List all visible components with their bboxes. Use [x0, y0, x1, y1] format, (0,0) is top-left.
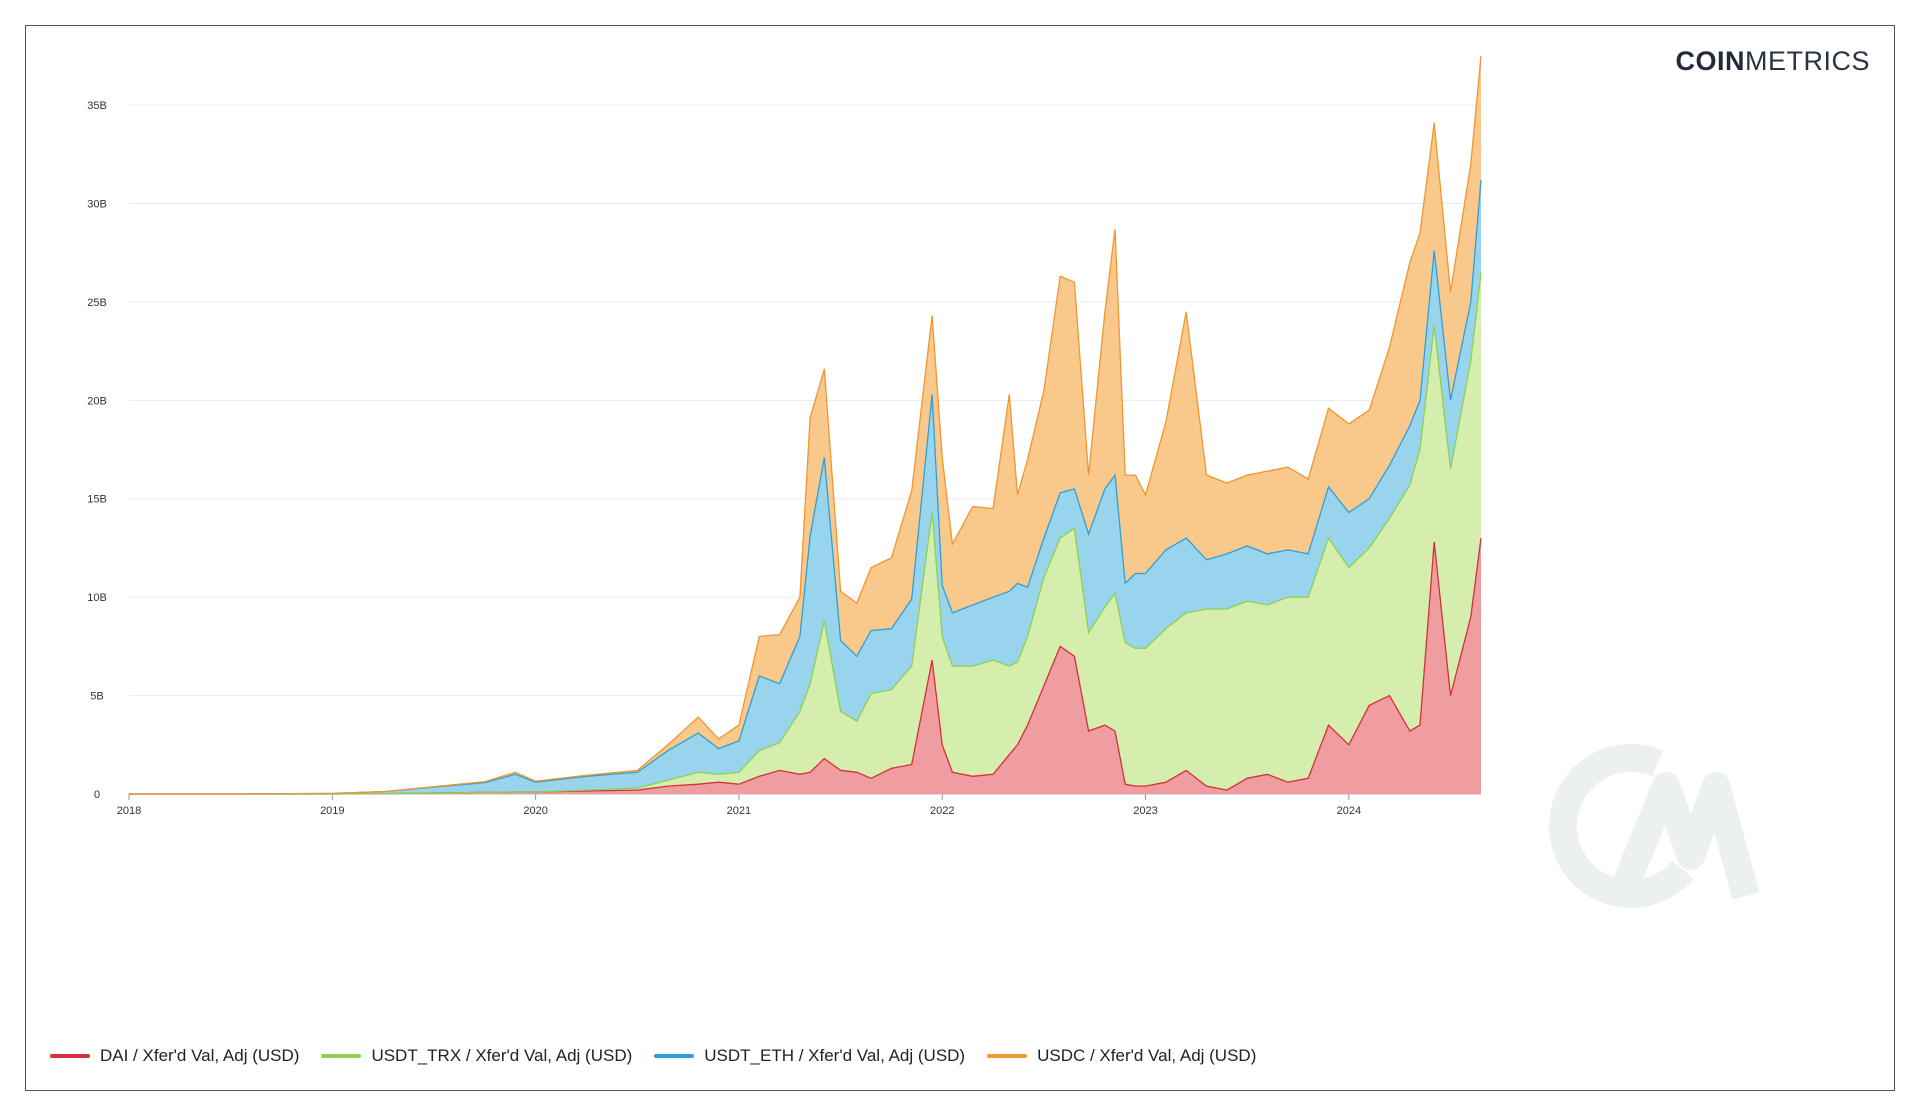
legend-swatch [987, 1054, 1028, 1058]
logo-light: METRICS [1745, 46, 1870, 76]
cm-watermark [1549, 744, 1760, 908]
legend-item-3[interactable]: USDC / Xfer'd Val, Adj (USD) [987, 1046, 1256, 1066]
x-tick-label: 2019 [320, 805, 344, 817]
legend-label: DAI / Xfer'd Val, Adj (USD) [100, 1046, 300, 1065]
area-series-0 [129, 538, 1481, 794]
legend-label: USDT_TRX / Xfer'd Val, Adj (USD) [371, 1046, 633, 1065]
logo-bold: COIN [1675, 46, 1745, 76]
line-series-2 [129, 179, 1482, 795]
area-series-2 [129, 179, 1481, 794]
x-tick-label: 2023 [1133, 805, 1157, 817]
y-tick-label: 5B [90, 691, 103, 703]
legend-item-0[interactable]: DAI / Xfer'd Val, Adj (USD) [50, 1046, 299, 1066]
y-tick-label: 30B [87, 198, 107, 210]
y-tick-label: 10B [87, 592, 107, 604]
legend-swatch [50, 1054, 90, 1058]
x-tick-label: 2020 [523, 805, 547, 817]
y-tick-label: 25B [87, 297, 107, 309]
legend-label: USDT_ETH / Xfer'd Val, Adj (USD) [704, 1046, 966, 1065]
series-areas [129, 55, 1481, 795]
chart-frame: COINMETRICS 0 5B 10B 15B 20B 25B 30B 35B 2018 201… [25, 25, 1895, 1091]
line-series-0 [129, 538, 1482, 795]
legend-swatch [654, 1054, 695, 1058]
stacked-area-chart: 0 5B 10B 15B 20B 25B 30B 35B 2018 2019 2020 2021 202… [87, 55, 1760, 908]
coinmetrics-logo: COINMETRICS [1676, 46, 1871, 77]
y-tick-label: 15B [87, 494, 107, 506]
line-series-3 [129, 55, 1482, 795]
legend-item-2[interactable]: USDT_ETH / Xfer'd Val, Adj (USD) [654, 1046, 965, 1066]
x-tick-label: 2022 [930, 805, 954, 817]
x-tick-label: 2018 [117, 805, 141, 817]
y-tick-label: 20B [87, 395, 107, 407]
axes: 0 5B 10B 15B 20B 25B 30B 35B 2018 2019 2020 2021 202… [87, 100, 1361, 817]
legend-label: USDC / Xfer'd Val, Adj (USD) [1037, 1046, 1257, 1065]
line-series-1 [129, 272, 1482, 795]
x-tick-label: 2021 [727, 805, 751, 817]
legend-swatch [321, 1054, 362, 1058]
area-series-1 [129, 272, 1481, 794]
series-lines [129, 55, 1482, 795]
x-tick-label: 2024 [1337, 805, 1361, 817]
legend: DAI / Xfer'd Val, Adj (USD) USDT_TRX / Xf… [50, 1046, 1278, 1066]
legend-item-1[interactable]: USDT_TRX / Xfer'd Val, Adj (USD) [321, 1046, 632, 1066]
y-tick-label: 35B [87, 100, 107, 112]
y-tick-label: 0 [94, 789, 100, 801]
